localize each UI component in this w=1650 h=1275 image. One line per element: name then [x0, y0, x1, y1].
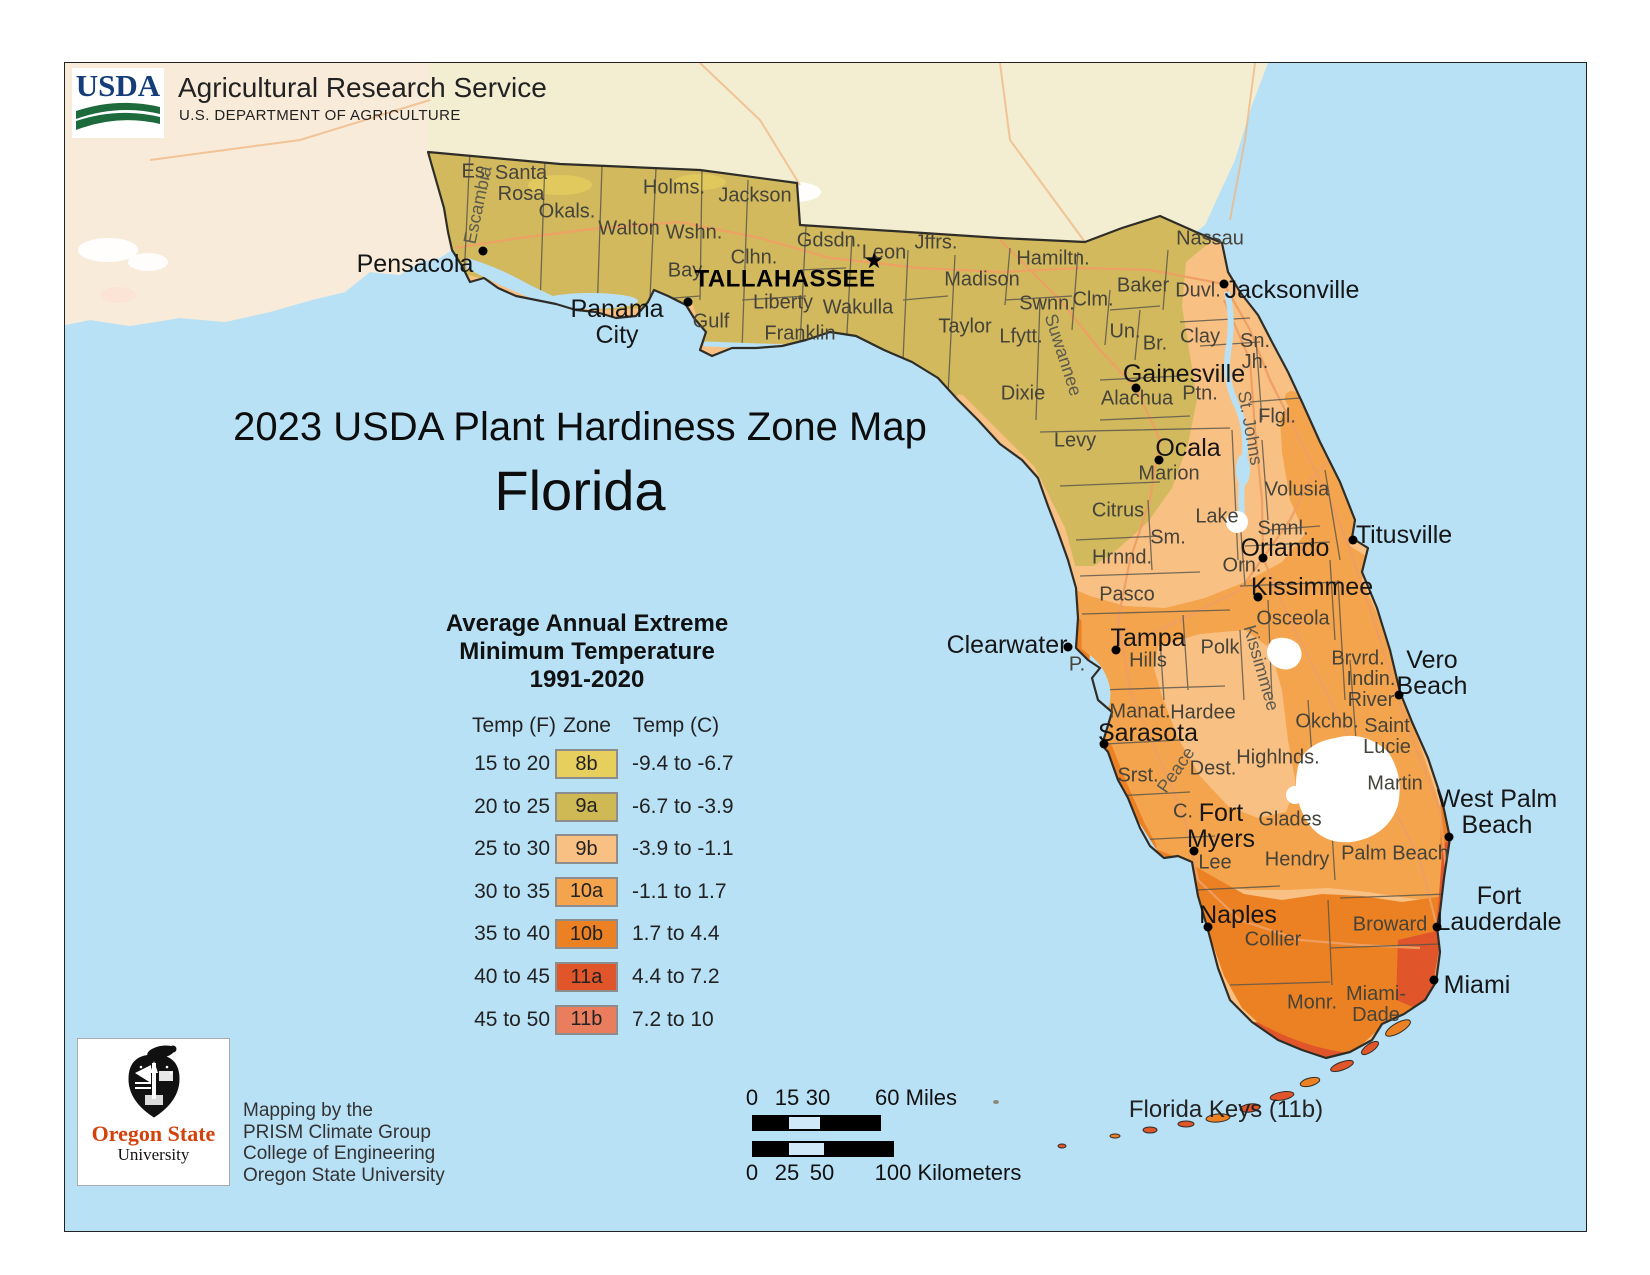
legend-swatch-10b: 10b: [555, 919, 618, 950]
map-subtitle-state: Florida: [494, 459, 666, 522]
legend-row-11b: 45 to 50 11b 7.2 to 10: [412, 1004, 714, 1036]
legend-temp-f: 40 to 45: [474, 965, 550, 988]
legend-row-11a: 40 to 45 11a 4.4 to 7.2: [412, 961, 720, 993]
km-tick: 0: [745, 1160, 759, 1185]
km-tick: 50: [809, 1160, 835, 1185]
legend-row-8b: 15 to 20 8b -9.4 to -6.7: [412, 748, 734, 780]
legend-temp-c: 7.2 to 10: [632, 1007, 714, 1031]
state-outline: [426, 150, 1452, 1060]
lakes: [1226, 511, 1400, 843]
miles-tick: 0: [745, 1085, 759, 1110]
legend-swatch-9b: 9b: [555, 834, 618, 865]
km-tick: 25: [774, 1160, 800, 1185]
agency-title: Agricultural Research Service: [178, 72, 547, 103]
legend-temp-f: 30 to 35: [474, 879, 550, 903]
map-frame: [64, 62, 1587, 1232]
florida-keys-label: Florida Keys (11b): [1128, 1096, 1324, 1123]
map-title: 2023 USDA Plant Hardiness Zone Map: [233, 405, 927, 449]
usda-swoosh-icon: [76, 102, 160, 130]
osu-wordmark: Oregon State: [91, 1121, 216, 1146]
miles-tick: 30: [805, 1085, 831, 1110]
legend-temp-c: -1.1 to 1.7: [632, 879, 727, 903]
km-tick: 100 Kilometers: [874, 1160, 1022, 1185]
legend-temp-c: 4.4 to 7.2: [632, 965, 720, 988]
miles-scale-bar: [752, 1115, 881, 1131]
department-title: U.S. DEPARTMENT OF AGRICULTURE: [179, 107, 461, 124]
osu-crest-icon: [127, 1045, 180, 1118]
legend-temp-f: 35 to 40: [474, 922, 550, 946]
miles-tick: 60 Miles: [875, 1085, 957, 1110]
legend-swatch-11b: 11b: [555, 1004, 618, 1035]
out-of-state-roads: [149, 63, 1256, 243]
legend-row-9b: 25 to 30 9b -3.9 to -1.1: [412, 833, 734, 865]
usda-wordmark: USDA: [75, 68, 161, 103]
legend-row-9a: 20 to 25 9a -6.7 to -3.9: [412, 791, 734, 823]
legend-swatch-10a: 10a: [555, 876, 618, 907]
legend-col-temp-f: Temp (F): [472, 714, 556, 737]
miles-tick: 15: [774, 1085, 800, 1110]
legend-swatch-8b: 8b: [555, 749, 618, 779]
usda-logo: USDA: [72, 68, 164, 138]
km-scale-bar: [752, 1141, 894, 1157]
legend-temp-f: 20 to 25: [474, 794, 550, 818]
legend-col-zone: Zone: [563, 714, 611, 737]
legend-temp-c: -9.4 to -6.7: [632, 752, 734, 775]
legend-temp-c: 1.7 to 4.4: [632, 922, 720, 946]
legend-temp-c: -6.7 to -3.9: [632, 794, 734, 818]
credits-text: Mapping by the PRISM Climate Group Colle…: [243, 1100, 445, 1186]
map-title-block: 2023 USDA Plant Hardiness Zone Map Flori…: [233, 405, 927, 523]
legend-col-temp-c: Temp (C): [632, 714, 720, 737]
osu-logo: Oregon State University: [77, 1038, 230, 1186]
legend-temp-f: 25 to 30: [474, 837, 550, 861]
legend-row-10b: 35 to 40 10b 1.7 to 4.4: [412, 918, 720, 950]
legend-row-10a: 30 to 35 10a -1.1 to 1.7: [412, 876, 727, 908]
osu-wordmark-2: University: [117, 1145, 190, 1164]
legend-title: Average Annual Extreme Minimum Temperatu…: [445, 610, 729, 693]
legend-temp-f: 45 to 50: [474, 1007, 550, 1031]
county-borders: [463, 152, 1449, 986]
legend-swatch-9a: 9a: [555, 791, 618, 822]
florida-keys: [993, 1019, 1411, 1149]
legend-swatch-11a: 11a: [555, 962, 618, 992]
legend-temp-f: 15 to 20: [474, 752, 550, 775]
legend-temp-c: -3.9 to -1.1: [632, 837, 734, 861]
